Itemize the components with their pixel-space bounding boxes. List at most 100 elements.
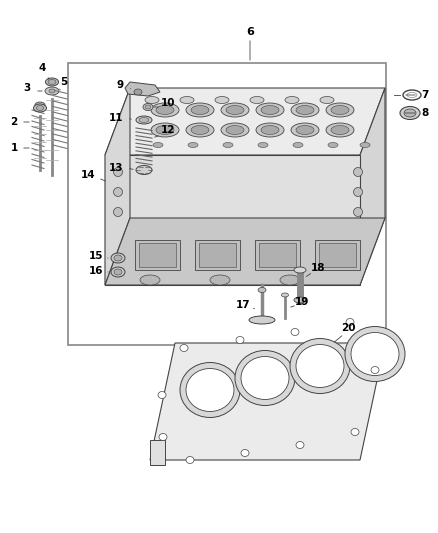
Ellipse shape bbox=[191, 125, 209, 134]
Text: 5: 5 bbox=[60, 77, 67, 87]
Ellipse shape bbox=[328, 142, 338, 148]
Text: 13: 13 bbox=[109, 163, 123, 173]
Ellipse shape bbox=[191, 106, 209, 115]
Ellipse shape bbox=[400, 107, 420, 119]
Ellipse shape bbox=[221, 103, 249, 117]
Ellipse shape bbox=[294, 297, 306, 303]
Ellipse shape bbox=[49, 89, 55, 93]
Ellipse shape bbox=[360, 142, 370, 148]
Ellipse shape bbox=[226, 125, 244, 134]
Ellipse shape bbox=[33, 104, 46, 112]
Ellipse shape bbox=[293, 142, 303, 148]
Polygon shape bbox=[360, 88, 385, 285]
Text: 2: 2 bbox=[11, 117, 18, 127]
Bar bbox=[135, 240, 180, 270]
Ellipse shape bbox=[331, 106, 349, 115]
Ellipse shape bbox=[256, 123, 284, 137]
Ellipse shape bbox=[223, 142, 233, 148]
Ellipse shape bbox=[296, 441, 304, 448]
Text: 16: 16 bbox=[89, 266, 103, 276]
Text: 12: 12 bbox=[161, 125, 175, 135]
Ellipse shape bbox=[159, 433, 167, 440]
Polygon shape bbox=[105, 218, 385, 285]
Bar bbox=[255, 240, 300, 270]
Bar bbox=[195, 240, 240, 270]
Ellipse shape bbox=[404, 109, 416, 117]
Ellipse shape bbox=[291, 123, 319, 137]
Ellipse shape bbox=[371, 367, 379, 374]
Ellipse shape bbox=[226, 106, 244, 115]
Ellipse shape bbox=[291, 328, 299, 335]
Text: 15: 15 bbox=[89, 251, 103, 261]
Ellipse shape bbox=[158, 392, 166, 399]
Ellipse shape bbox=[249, 316, 275, 324]
Ellipse shape bbox=[111, 267, 125, 277]
Ellipse shape bbox=[186, 123, 214, 137]
Ellipse shape bbox=[143, 103, 153, 110]
Text: 18: 18 bbox=[311, 263, 325, 273]
Ellipse shape bbox=[258, 142, 268, 148]
Bar bbox=[139, 243, 176, 267]
Polygon shape bbox=[150, 440, 165, 465]
Ellipse shape bbox=[280, 275, 300, 285]
Ellipse shape bbox=[186, 456, 194, 464]
Ellipse shape bbox=[236, 336, 244, 343]
Ellipse shape bbox=[294, 267, 306, 273]
Text: 20: 20 bbox=[341, 323, 355, 333]
Text: 7: 7 bbox=[421, 90, 429, 100]
Ellipse shape bbox=[331, 125, 349, 134]
Ellipse shape bbox=[156, 125, 174, 134]
Ellipse shape bbox=[353, 207, 363, 216]
Ellipse shape bbox=[111, 253, 125, 263]
Ellipse shape bbox=[210, 275, 230, 285]
Text: 14: 14 bbox=[81, 170, 95, 180]
Ellipse shape bbox=[136, 116, 152, 124]
Ellipse shape bbox=[291, 103, 319, 117]
Ellipse shape bbox=[35, 102, 45, 108]
Text: 10: 10 bbox=[161, 98, 175, 108]
Bar bbox=[319, 243, 356, 267]
Polygon shape bbox=[125, 82, 160, 96]
Ellipse shape bbox=[151, 123, 179, 137]
Ellipse shape bbox=[250, 96, 264, 103]
Ellipse shape bbox=[46, 78, 59, 86]
Text: 3: 3 bbox=[23, 83, 31, 93]
Ellipse shape bbox=[186, 368, 234, 411]
Ellipse shape bbox=[153, 142, 163, 148]
Ellipse shape bbox=[351, 429, 359, 435]
Ellipse shape bbox=[241, 449, 249, 456]
Ellipse shape bbox=[346, 319, 354, 326]
Ellipse shape bbox=[180, 96, 194, 103]
Ellipse shape bbox=[186, 103, 214, 117]
Polygon shape bbox=[105, 88, 130, 285]
Ellipse shape bbox=[151, 103, 179, 117]
Ellipse shape bbox=[180, 344, 188, 351]
Ellipse shape bbox=[282, 293, 289, 297]
Ellipse shape bbox=[351, 333, 399, 376]
Ellipse shape bbox=[353, 167, 363, 176]
Ellipse shape bbox=[296, 125, 314, 134]
Text: 8: 8 bbox=[421, 108, 429, 118]
Ellipse shape bbox=[139, 117, 149, 123]
Text: 11: 11 bbox=[109, 113, 123, 123]
Ellipse shape bbox=[134, 89, 142, 95]
Ellipse shape bbox=[256, 103, 284, 117]
Text: 6: 6 bbox=[246, 27, 254, 37]
Ellipse shape bbox=[113, 188, 123, 197]
Text: 17: 17 bbox=[236, 300, 250, 310]
Ellipse shape bbox=[261, 106, 279, 115]
Polygon shape bbox=[105, 88, 385, 155]
Ellipse shape bbox=[156, 106, 174, 115]
Ellipse shape bbox=[353, 188, 363, 197]
Text: 9: 9 bbox=[117, 80, 124, 90]
Ellipse shape bbox=[36, 106, 43, 110]
Ellipse shape bbox=[215, 96, 229, 103]
Ellipse shape bbox=[180, 362, 240, 417]
Ellipse shape bbox=[221, 123, 249, 137]
Text: 4: 4 bbox=[38, 63, 46, 73]
Text: 1: 1 bbox=[11, 143, 18, 153]
Ellipse shape bbox=[114, 255, 122, 261]
Ellipse shape bbox=[290, 338, 350, 393]
Bar bbox=[315, 240, 360, 270]
Ellipse shape bbox=[326, 123, 354, 137]
